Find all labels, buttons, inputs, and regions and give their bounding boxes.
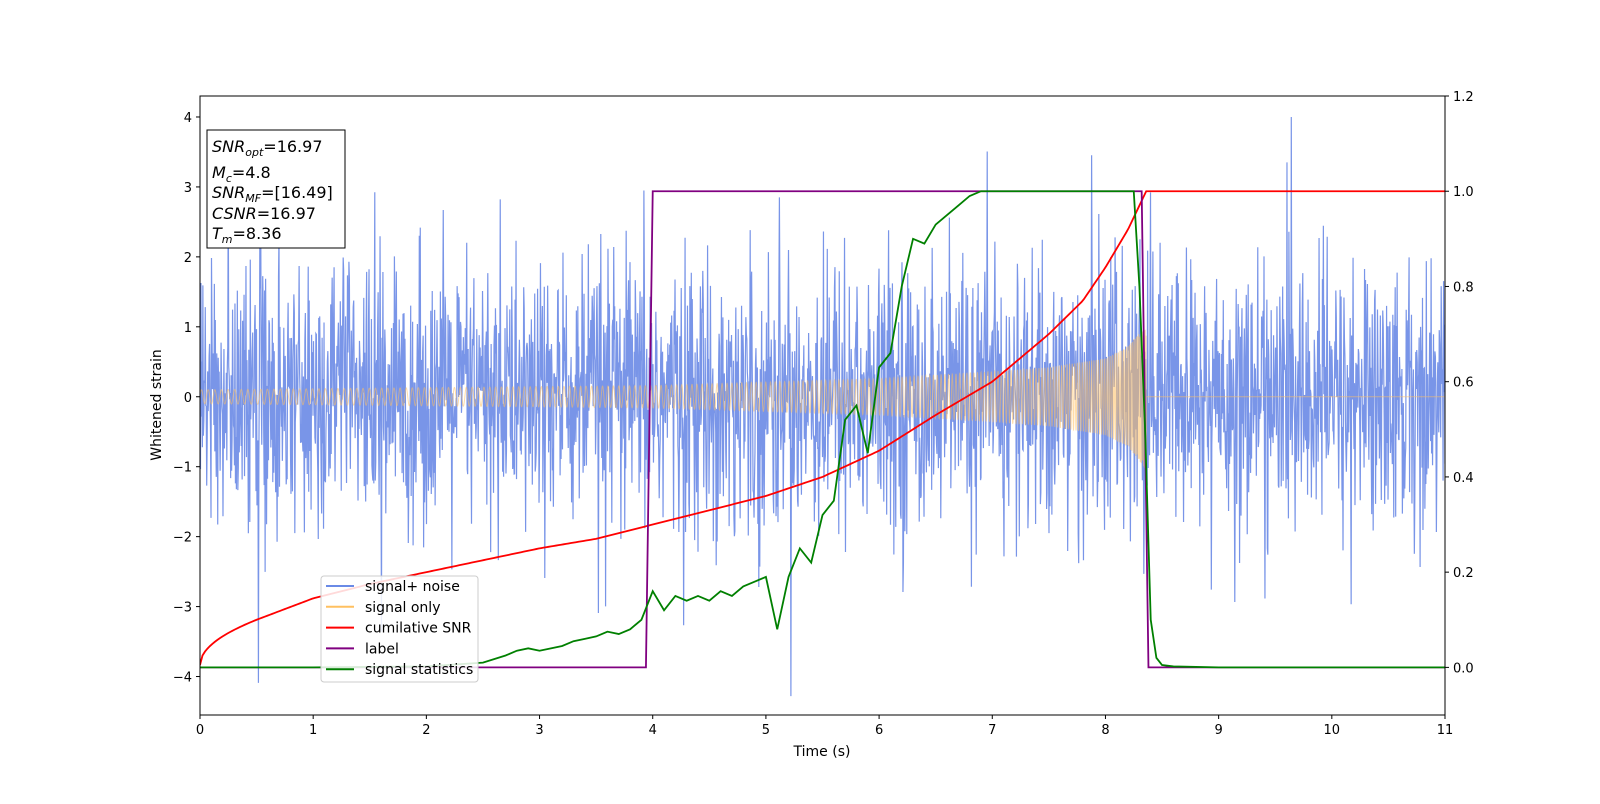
legend-entry: signal+ noise [365,579,460,595]
y-right-tick-label: 0.2 [1453,566,1474,581]
y-axis-label: Whitened strain [149,349,165,460]
y-right-tick-label: 0.4 [1453,471,1474,486]
x-tick-label: 5 [762,723,770,738]
y-left-tick-label: −3 [173,601,192,616]
y-right-tick-label: 1.0 [1453,185,1474,200]
x-tick-label: 9 [1214,723,1222,738]
x-tick-label: 7 [988,723,996,738]
x-axis-label: Time (s) [793,744,851,760]
series-signal-noise [200,116,1445,697]
y-left-tick-label: 4 [184,111,192,126]
y-left-tick-label: 1 [184,321,192,336]
y-left-tick-label: −4 [173,671,192,686]
y-left-tick-label: 3 [184,181,192,196]
legend-entry: signal only [365,600,440,616]
plot-frame [199,95,1446,716]
x-tick-label: 10 [1324,723,1341,738]
series-signal-only [200,329,1445,470]
y-left-tick-label: −1 [173,461,192,476]
x-tick-label: 8 [1101,723,1109,738]
x-tick-label: 4 [649,723,657,738]
stats-box-frame [206,129,346,249]
x-tick-label: 1 [309,723,317,738]
x-tick-label: 0 [196,723,204,738]
x-tick-label: 6 [875,723,883,738]
stats-box: SNRopt=16.97 Mc=4.8SNRMF=[16.49]CSNR=16.9… [206,129,346,249]
x-tick-label: 3 [535,723,543,738]
stat-line: Mc=4.8 [212,163,271,185]
stat-line: SNRopt=16.97 [212,137,323,159]
y-right-tick-label: 1.2 [1453,90,1474,105]
legend-entry: signal statistics [365,662,473,678]
y-right-tick-label: 0.6 [1453,376,1474,391]
stat-line: CSNR=16.97 [212,204,316,223]
y-left-tick-label: −2 [173,531,192,546]
x-tick-label: 11 [1437,723,1454,738]
legend-frame [320,575,479,683]
legend: signal+ noise signal only cumilative SNR la… [320,575,479,683]
stat-line: Tm=8.36 [212,224,282,246]
y-right-tick-label: 0.0 [1453,661,1474,676]
legend-entry: label [365,641,399,657]
series-signal-statistics [200,190,1445,669]
y-right-tick-label: 0.8 [1453,280,1474,295]
y-left-tick-label: 0 [184,391,192,406]
axes: 0 1 2 3 4 5 6 7 8 9 10 1143210−1−2−3−41.21.00.80.60… [173,90,1474,738]
y-left-tick-label: 2 [184,251,192,266]
stat-line: SNRMF=[16.49] [212,183,333,205]
x-tick-label: 2 [422,723,430,738]
legend-entry: cumilative SNR [365,621,472,637]
